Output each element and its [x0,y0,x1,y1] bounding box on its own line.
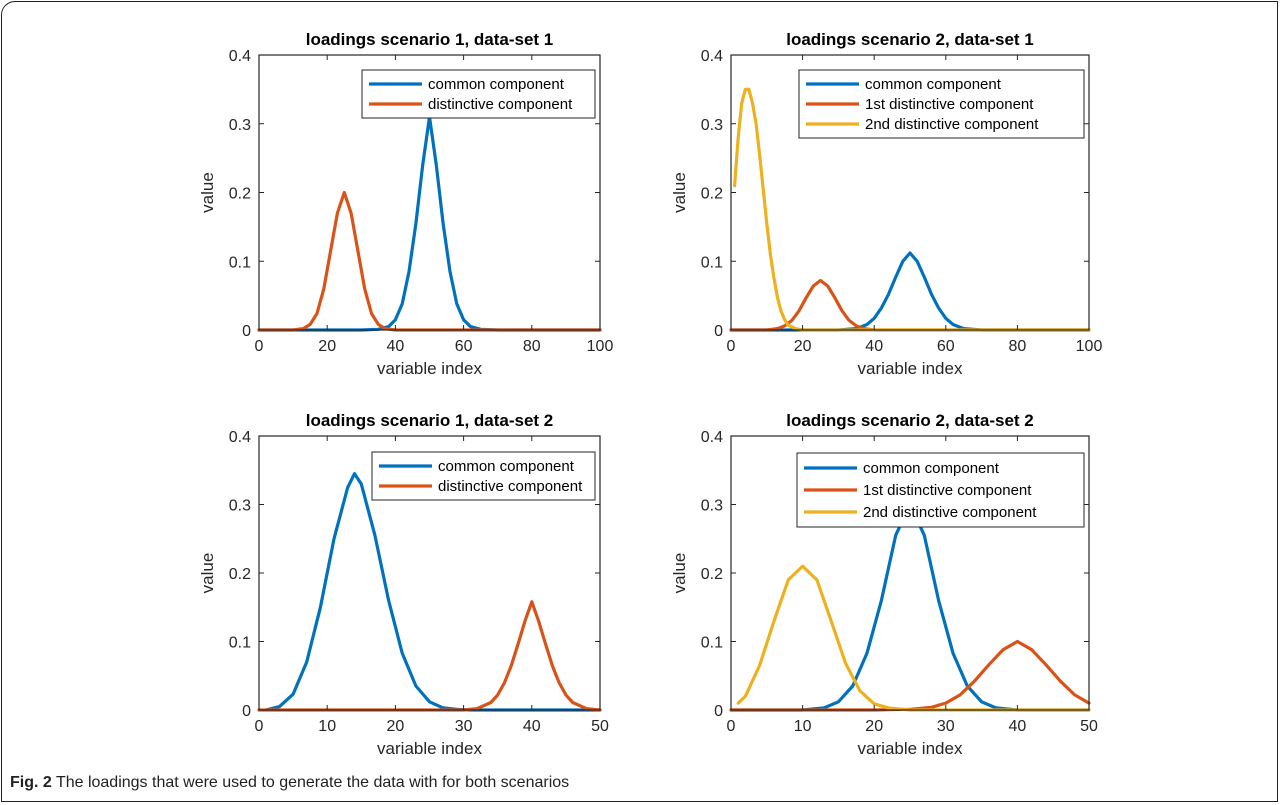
legend-box [371,451,596,501]
series-line-2 [729,639,1091,712]
y-tick-label: 0.1 [701,254,723,271]
x-tick-label: 10 [794,718,812,735]
series-line-2 [257,190,602,332]
x-tick-label: 80 [523,338,541,355]
x-tick-label: 40 [865,338,883,355]
y-tick-label: 0.4 [229,48,251,65]
chart-title: loadings scenario 1, data-set 1 [306,30,554,49]
legend-label-2: 1st distinctive component [863,482,1032,499]
x-tick-label: 0 [255,338,264,355]
y-tick-label: 0.3 [229,498,251,515]
x-tick-label: 60 [455,338,473,355]
x-axis-label: variable index [377,739,482,758]
x-tick-label: 10 [318,718,336,735]
y-tick-label: 0.3 [229,117,251,134]
y-axis-label: value [198,553,217,594]
legend-label-2: distinctive component [438,478,583,495]
series-line-2 [257,600,602,712]
caption-text: The loadings that were used to generate … [55,774,570,791]
series-line-1 [264,472,602,712]
legend-label-3: 2nd distinctive component [863,504,1037,521]
legend-label-1: common component [863,460,1000,477]
y-tick-label: 0.4 [229,429,251,446]
y-tick-label: 0.2 [229,186,251,203]
chart-title: loadings scenario 2, data-set 2 [786,411,1034,430]
y-tick-label: 0.1 [701,635,723,652]
x-axis-label: variable index [858,359,963,378]
x-tick-label: 0 [255,718,264,735]
x-tick-label: 50 [1080,718,1098,735]
x-tick-label: 80 [1009,338,1027,355]
chart-title: loadings scenario 1, data-set 2 [306,411,554,430]
x-tick-label: 100 [587,338,614,355]
x-tick-label: 40 [1009,718,1027,735]
x-tick-label: 50 [591,718,609,735]
caption-label: Fig. 2 [10,774,52,791]
y-axis-label: value [198,172,217,213]
y-tick-label: 0.1 [229,635,251,652]
legend-label-1: common component [865,76,1002,93]
y-tick-label: 0.3 [701,117,723,134]
legend-label-1: common component [428,76,565,93]
chart-title: loadings scenario 2, data-set 1 [786,30,1034,49]
x-tick-label: 100 [1076,338,1103,355]
y-tick-label: 0 [714,323,723,340]
legend-box [361,69,596,119]
y-tick-label: 0 [242,323,251,340]
series-line-3 [736,564,1091,712]
y-axis-label: value [670,172,689,213]
y-tick-label: 0.2 [701,186,723,203]
y-tick-label: 0.4 [701,429,723,446]
x-tick-label: 40 [387,338,405,355]
x-tick-label: 0 [727,338,736,355]
y-tick-label: 0.2 [229,566,251,583]
y-tick-label: 0.1 [229,254,251,271]
x-axis-label: variable index [377,359,482,378]
x-tick-label: 20 [318,338,336,355]
legend-label-1: common component [438,458,575,475]
figure-caption: Fig. 2 The loadings that were used to ge… [10,774,569,792]
x-tick-label: 20 [794,338,812,355]
y-tick-label: 0 [242,703,251,720]
x-tick-label: 20 [865,718,883,735]
legend-label-2: distinctive component [428,96,573,113]
x-tick-label: 0 [727,718,736,735]
y-tick-label: 0.3 [701,498,723,515]
y-axis-label: value [670,553,689,594]
legend-label-3: 2nd distinctive component [865,116,1039,133]
x-tick-label: 40 [523,718,541,735]
x-tick-label: 30 [937,718,955,735]
series-line-1 [729,502,1091,712]
x-tick-label: 60 [937,338,955,355]
x-tick-label: 20 [387,718,405,735]
y-tick-label: 0 [714,703,723,720]
legend-label-2: 1st distinctive component [865,96,1034,113]
y-tick-label: 0.2 [701,566,723,583]
series-line-1 [257,115,602,332]
x-axis-label: variable index [858,739,963,758]
y-tick-label: 0.4 [701,48,723,65]
x-tick-label: 30 [455,718,473,735]
